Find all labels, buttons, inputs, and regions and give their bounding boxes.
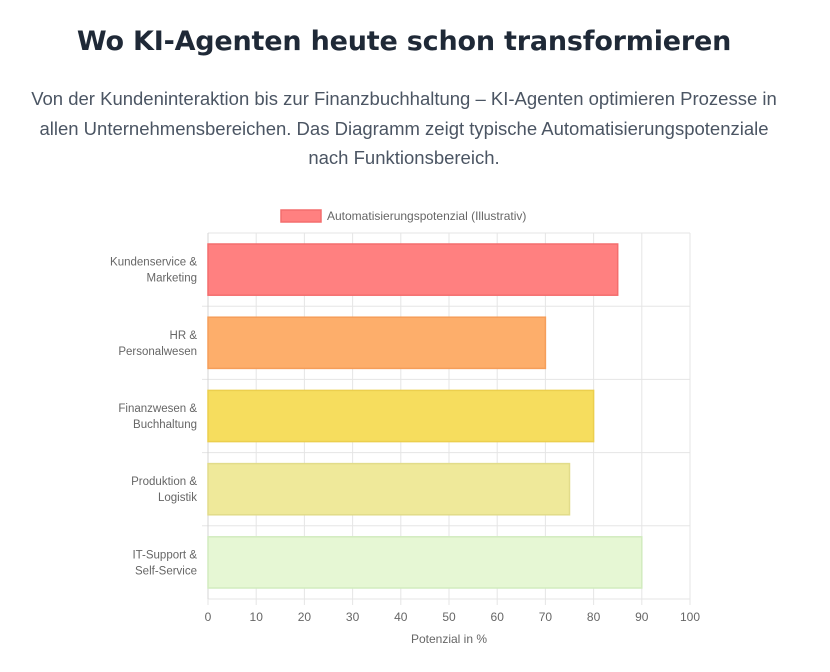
legend-label: Automatisierungspotenzial (Illustrativ) bbox=[327, 209, 526, 223]
bars bbox=[207, 243, 643, 589]
x-tick-label: 50 bbox=[442, 610, 456, 624]
y-axis-labels: Kundenservice & Marketing HR & Personalwese… bbox=[110, 257, 197, 578]
y-axis-label: HR & Personalwesen bbox=[118, 330, 197, 358]
y-axis-label: Kundenservice & Marketing bbox=[110, 257, 197, 285]
x-tick-label: 10 bbox=[250, 610, 264, 624]
x-tick-label: 30 bbox=[346, 610, 360, 624]
bar[interactable] bbox=[207, 316, 547, 370]
x-tick-label: 90 bbox=[635, 610, 649, 624]
x-axis-title: Potenzial in % bbox=[411, 632, 487, 646]
x-tick-label: 100 bbox=[680, 610, 700, 624]
automation-bar-chart: Kundenservice & Marketing HR & Personalwese… bbox=[110, 209, 701, 646]
legend-swatch bbox=[280, 209, 322, 223]
bar[interactable] bbox=[207, 243, 619, 296]
chart-legend[interactable]: Automatisierungspotenzial (Illustrativ) bbox=[280, 209, 526, 223]
y-axis-label: Finanzwesen & Buchhaltung bbox=[118, 403, 197, 431]
x-tick-label: 80 bbox=[587, 610, 601, 624]
bar[interactable] bbox=[207, 389, 595, 443]
x-tick-label: 20 bbox=[298, 610, 312, 624]
y-axis-label: IT-Support & Self-Service bbox=[132, 549, 197, 577]
bar[interactable] bbox=[207, 536, 643, 589]
x-axis-ticks: 0 10 20 30 40 50 60 70 80 90 100 bbox=[205, 610, 701, 624]
x-tick-label: 0 bbox=[205, 610, 212, 624]
x-tick-label: 40 bbox=[394, 610, 408, 624]
y-axis-label: Produktion & Logistik bbox=[131, 476, 197, 504]
page-title: Wo KI-Agenten heute schon transformieren bbox=[76, 26, 732, 57]
x-tick-label: 60 bbox=[491, 610, 505, 624]
bar[interactable] bbox=[207, 462, 571, 516]
x-tick-label: 70 bbox=[539, 610, 553, 624]
chart-container: Kundenservice & Marketing HR & Personalwese… bbox=[0, 195, 830, 667]
page-subtitle: Von der Kundeninteraktion bis zur Finanz… bbox=[31, 88, 777, 168]
